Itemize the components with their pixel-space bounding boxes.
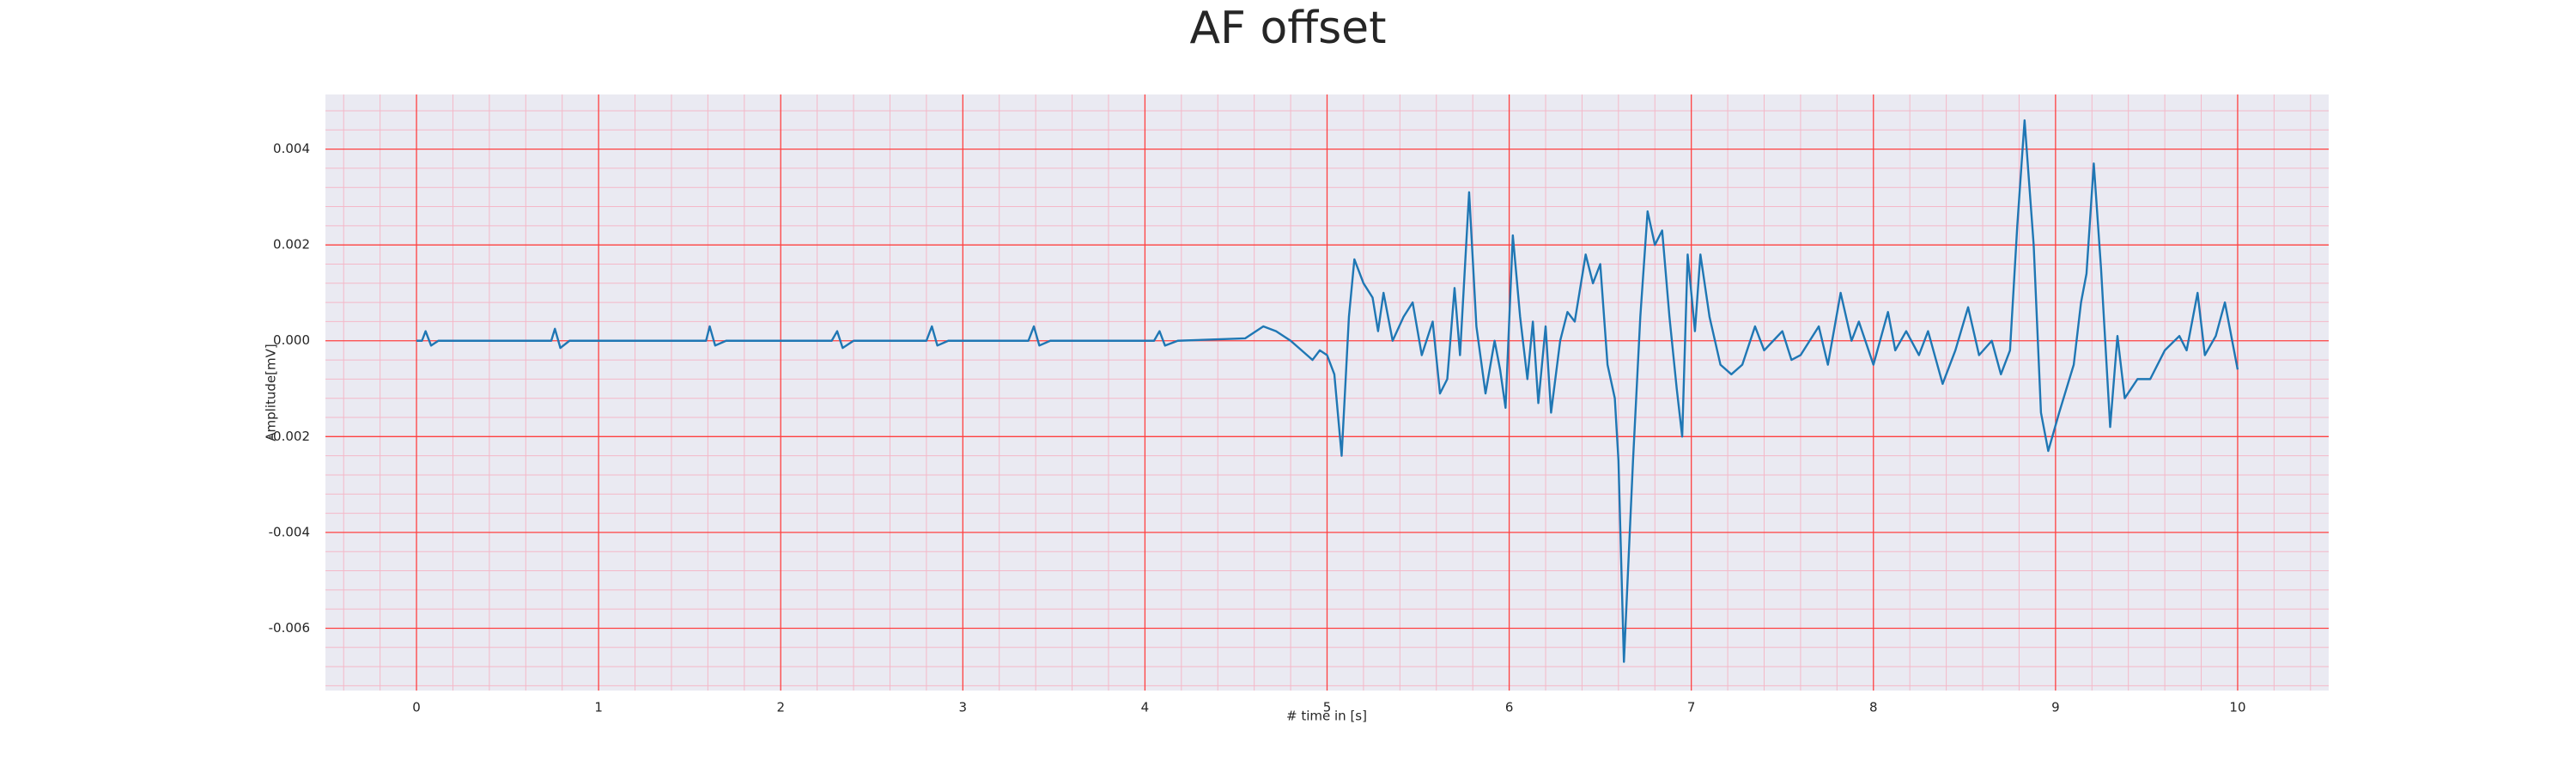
x-tick-label: 5 [1323, 700, 1332, 715]
x-tick-label: 1 [594, 700, 603, 715]
x-tick-label: 9 [2051, 700, 2060, 715]
x-tick-label: 2 [776, 700, 785, 715]
y-tick-label: -0.006 [269, 620, 310, 636]
x-tick-label: 4 [1141, 700, 1150, 715]
x-tick-label: 8 [1869, 700, 1878, 715]
y-tick-label: -0.002 [269, 429, 310, 444]
x-tick-label: 10 [2229, 700, 2245, 715]
y-tick-label: 0.000 [273, 332, 310, 348]
y-tick-label: 0.004 [273, 141, 310, 156]
y-axis-label: Amplitude[mV] [264, 344, 279, 441]
data-line [416, 119, 2239, 663]
chart-title: AF offset [1189, 3, 1386, 54]
x-axis-label: # time in [s] [1286, 709, 1367, 724]
y-tick-label: 0.002 [273, 237, 310, 253]
x-tick-label: 0 [412, 700, 421, 715]
x-tick-label: 6 [1505, 700, 1514, 715]
x-tick-label: 3 [959, 700, 968, 715]
y-tick-label: -0.004 [269, 524, 310, 539]
x-tick-label: 7 [1687, 700, 1696, 715]
